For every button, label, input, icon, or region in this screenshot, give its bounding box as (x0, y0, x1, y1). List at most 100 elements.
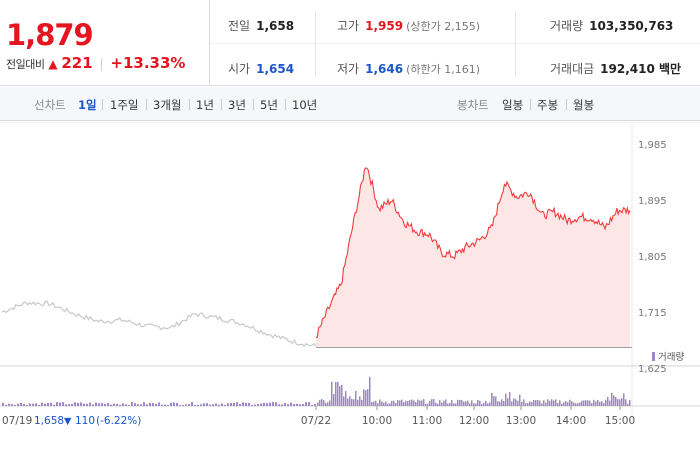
volume-bar (601, 401, 603, 406)
volume-bar (299, 404, 301, 406)
volume-bar (41, 402, 43, 406)
chart-svg: 1,985 1,895 1,805 1,715 1,625 07/22 10:00 11:00… (0, 121, 700, 427)
volume-bar (581, 400, 583, 406)
volume-bar (308, 402, 310, 406)
volume-bar (501, 399, 503, 406)
today-line (315, 167, 631, 339)
volume-bar (194, 404, 196, 406)
tab-monthly-candle[interactable]: 월봉 (573, 98, 595, 112)
stat-label: 거래량 (550, 19, 584, 33)
volume-bar (242, 402, 244, 406)
volume-bar (95, 402, 97, 406)
volume-bar (215, 403, 217, 406)
volume-bar (463, 401, 465, 406)
volume-bar (236, 402, 238, 406)
volume-bar (389, 403, 391, 406)
tab-3month[interactable]: 3개월 (153, 98, 182, 112)
volume-bar (269, 402, 271, 406)
x-tick-label: 10:00 (362, 415, 392, 427)
volume-bar (230, 402, 232, 406)
volume-bar (158, 402, 160, 406)
volume-bar (525, 403, 527, 406)
volume-bar (8, 403, 10, 406)
stat-value: 192,410 백만 (600, 62, 682, 76)
volume-bar (218, 404, 220, 406)
volume-bar (585, 400, 587, 406)
volume-bar (200, 404, 202, 406)
volume-bar (325, 402, 327, 406)
volume-bar (411, 399, 413, 406)
volume-bar (248, 402, 250, 406)
x-tick-label: 13:00 (506, 415, 536, 427)
volume-bar (26, 404, 28, 406)
prev-day-close: 1,658 (34, 415, 64, 427)
volume-bar (333, 394, 335, 406)
volume-bar (331, 381, 333, 406)
stat-volume: 거래량 103,350,763 (550, 17, 673, 34)
volume-bar (605, 399, 607, 406)
tab-daily-candle[interactable]: 일봉 (502, 98, 524, 112)
volume-bar (621, 398, 623, 406)
x-tick-label: 12:00 (459, 415, 489, 427)
volume-bar (92, 404, 94, 406)
volume-bar (343, 396, 345, 406)
volume-bar (224, 404, 226, 406)
volume-bar (371, 401, 373, 406)
volume-bar (38, 404, 40, 406)
volume-bar (617, 399, 619, 406)
tab-weekly-candle[interactable]: 주봉 (537, 98, 559, 112)
volume-bar (381, 401, 383, 406)
volume-bar (221, 403, 223, 406)
volume-bar (385, 401, 387, 406)
volume-bar (439, 400, 441, 406)
volume-bar (583, 400, 585, 406)
volume-bar (435, 402, 437, 406)
tab-1week[interactable]: 1주일 (110, 98, 139, 112)
col-divider (315, 12, 316, 76)
volume-bar (391, 400, 393, 406)
tab-1day[interactable]: 1일 (78, 98, 97, 112)
tab-3year[interactable]: 3년 (228, 98, 246, 112)
quote-summary: 1,879 전일대비 ▲ 221 | +13.33% 전일 1,658 시가 1,6… (0, 0, 700, 86)
volume-bar (627, 403, 629, 406)
volume-bar (529, 401, 531, 406)
volume-bar (47, 402, 49, 406)
volume-bar (53, 404, 55, 406)
stat-value: 1,959 (365, 19, 404, 33)
volume-bar (321, 399, 323, 406)
volume-bar (447, 403, 449, 406)
stat-label: 전일 (228, 19, 251, 33)
stat-high: 고가 1,959 (상한가 2,155) (337, 17, 480, 34)
volume-bar (206, 403, 208, 406)
volume-bar (20, 402, 22, 406)
tab-1year[interactable]: 1년 (196, 98, 214, 112)
tab-10year[interactable]: 10년 (292, 98, 318, 112)
volume-bar (345, 391, 347, 406)
candle-chart-label: 봉차트 (457, 98, 489, 112)
volume-bar (59, 402, 61, 406)
volume-bar (387, 403, 389, 406)
volume-bar (188, 404, 190, 406)
volume-bar (423, 399, 425, 406)
volume-bar (83, 403, 85, 406)
volume-bar (290, 402, 292, 406)
volume-bar (475, 403, 477, 406)
volume-bar (421, 400, 423, 406)
volume-bar (599, 401, 601, 406)
volume-bar (329, 400, 331, 406)
line-chart-label: 선차트 (34, 98, 66, 112)
stat-value: 1,646 (365, 62, 404, 76)
volume-bar (491, 392, 493, 406)
volume-bar (445, 399, 447, 406)
tab-5year[interactable]: 5년 (260, 98, 278, 112)
volume-bar (365, 390, 367, 406)
volume-bar (537, 400, 539, 406)
volume-bar (363, 389, 365, 406)
volume-bar (443, 400, 445, 406)
volume-bar (459, 399, 461, 406)
volume-bar (377, 403, 379, 406)
volume-bar (433, 399, 435, 406)
stat-sub: (하한가 1,161) (406, 63, 480, 76)
volume-bar (101, 403, 103, 406)
volume-bar (567, 402, 569, 406)
